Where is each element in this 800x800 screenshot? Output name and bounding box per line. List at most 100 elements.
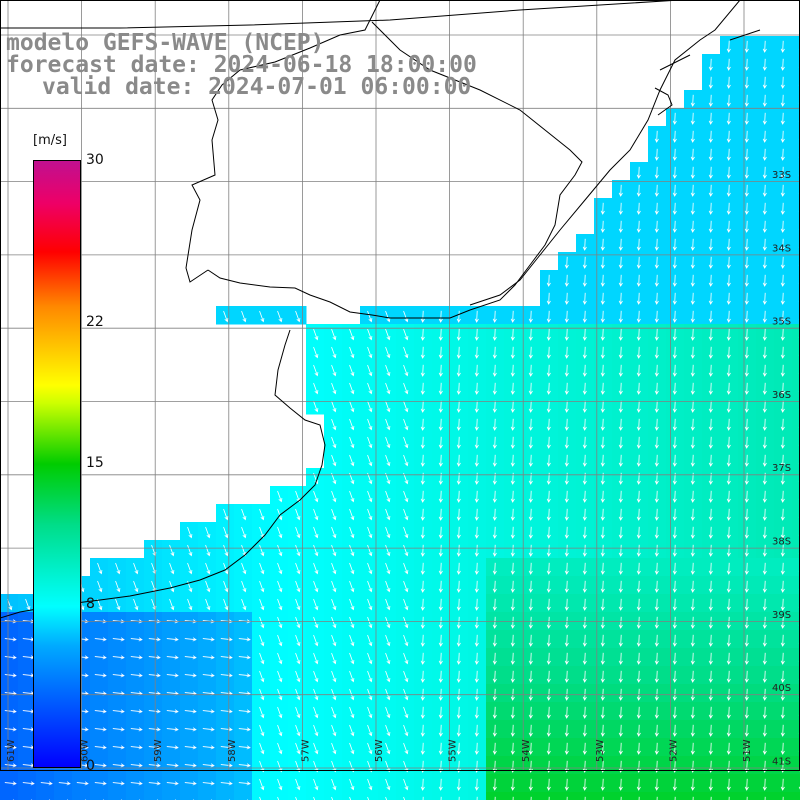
wind-arrow [295,634,301,647]
wind-arrow [295,724,301,737]
wind-arrow [780,112,785,125]
wind-arrow [600,382,605,395]
wind-arrow [133,562,139,575]
wind-arrow [349,562,355,575]
wind-arrow [403,382,409,395]
wind-arrow [744,580,749,593]
wind-arrow [708,616,713,629]
wind-arrow [456,382,461,395]
longitude-label: 61W [6,739,17,762]
wind-arrow [690,364,695,377]
ocean-cell [684,792,703,800]
wind-arrow [600,220,605,233]
wind-arrow [313,490,319,503]
wind-arrow [690,490,695,503]
wind-arrow [708,742,713,755]
wind-arrow [367,454,373,467]
wind-arrow [744,148,749,161]
wind-arrow [780,598,785,611]
wind-arrow [440,796,442,800]
wind-arrow [492,634,497,647]
wind-arrow [618,382,623,395]
latitude-label: 35S [772,317,791,328]
wind-arrow [726,670,731,683]
wind-arrow [166,745,179,750]
wind-arrow [690,274,695,287]
wind-arrow [672,508,677,521]
ocean-cell [90,792,109,800]
wind-arrow [762,724,767,737]
wind-arrow [636,580,641,593]
wind-arrow [564,256,569,269]
wind-arrow [385,490,391,503]
wind-arrow [582,508,587,521]
wind-arrow [438,562,443,575]
wind-arrow [690,328,695,341]
wind-arrow [726,526,731,539]
wind-arrow [4,637,17,642]
wind-arrow [474,598,479,611]
wind-arrow [474,454,479,467]
wind-arrow [438,400,443,413]
wind-arrow [780,544,785,557]
wind-arrow [438,652,443,665]
wind-arrow [726,364,731,377]
wind-arrow [510,490,515,503]
wind-arrow [762,418,767,431]
wind-arrow [420,508,425,521]
wind-arrow [672,562,677,575]
wind-arrow [349,544,355,557]
wind-arrow [438,724,443,737]
wind-arrow [259,706,265,719]
ocean-cell [324,792,343,800]
wind-arrow [762,94,767,107]
wind-arrow [133,598,139,611]
wind-arrow [726,508,731,521]
wind-arrow [762,670,767,683]
wind-arrow [584,796,586,800]
wind-arrow [672,634,677,647]
wind-arrow [564,328,569,341]
wind-arrow [367,382,373,395]
wind-arrow [708,58,713,71]
wind-arrow [277,562,283,575]
wind-arrow [112,655,125,660]
wind-arrow [780,40,785,53]
wind-arrow [618,490,623,503]
wind-arrow [385,310,391,323]
ocean-cell [792,504,800,523]
wind-arrow [582,634,587,647]
wind-arrow [241,310,247,323]
wind-arrow [546,382,551,395]
ocean-cell [0,792,19,800]
wind-arrow [22,781,35,786]
wind-arrow [672,382,677,395]
wind-arrow [492,526,497,539]
wind-arrow [313,526,319,539]
wind-arrow [528,436,533,449]
wind-arrow [367,490,373,503]
colorbar-tick-label: 15 [86,455,104,471]
wind-arrow [115,562,121,575]
wind-arrow [420,364,425,377]
wind-arrow [277,598,283,611]
wind-arrow [564,742,569,755]
wind-arrow [762,256,767,269]
wind-arrow [600,580,605,593]
wind-arrow [582,310,587,323]
wind-arrow [654,724,659,737]
ocean-cell [792,684,800,703]
wind-arrow [474,346,479,359]
wind-arrow [385,508,391,521]
wind-arrow [403,364,409,377]
wind-arrow [277,580,283,593]
wind-arrow [385,652,391,665]
wind-arrow [492,706,497,719]
wind-arrow [220,637,233,642]
wind-arrow [259,580,265,593]
wind-arrow [744,328,749,341]
wind-arrow [600,364,605,377]
wind-arrow [223,598,229,611]
wind-arrow [600,706,605,719]
ocean-cell [468,792,487,800]
